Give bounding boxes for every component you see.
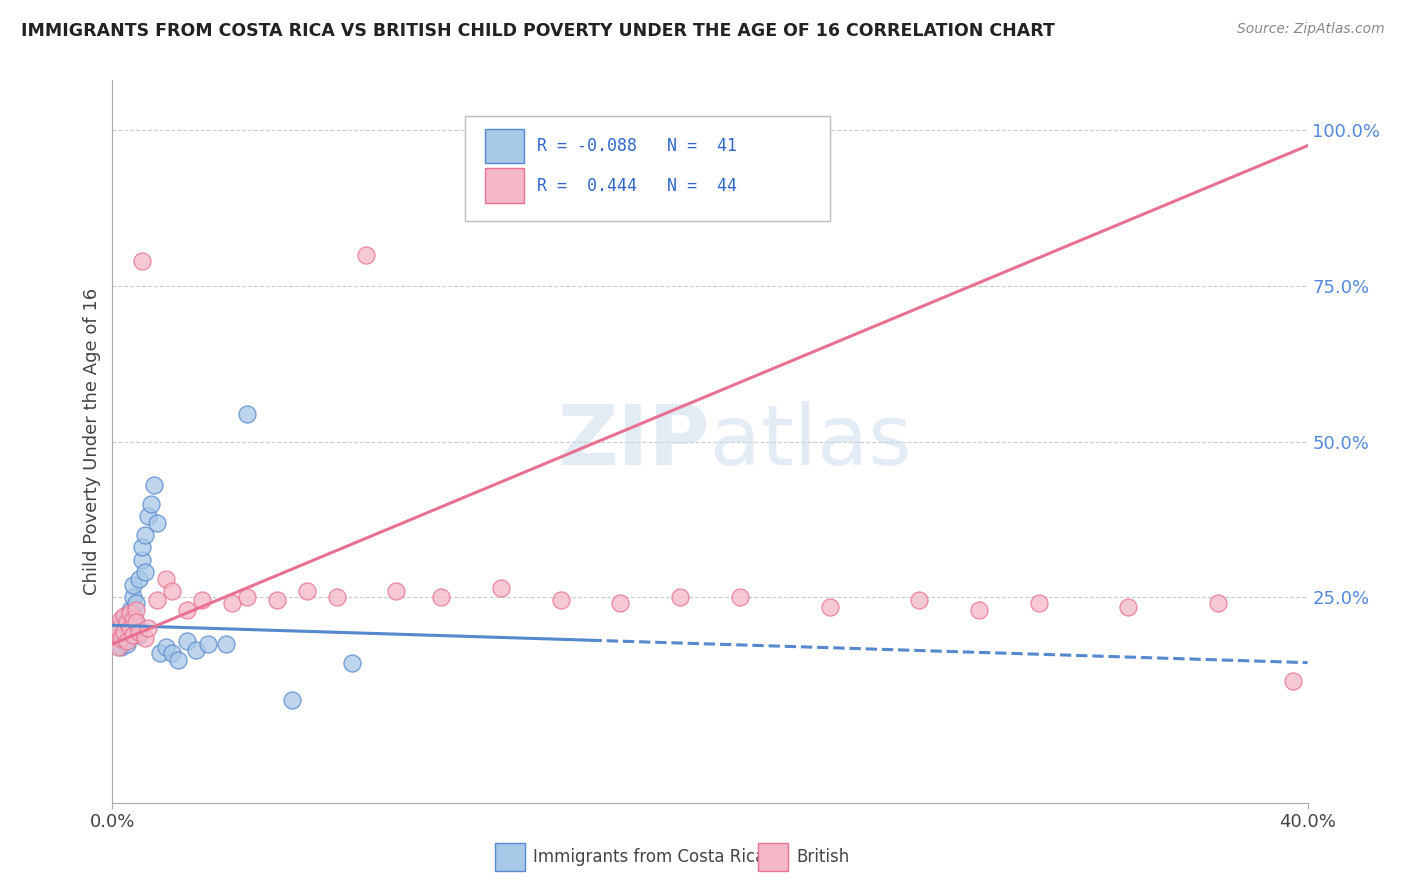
Point: [236, 591, 259, 605]
Point: [120, 621, 142, 635]
Point: [669, 591, 692, 605]
Point: [131, 253, 153, 268]
Point: [117, 637, 139, 651]
Point: [176, 603, 198, 617]
Text: atlas: atlas: [710, 401, 911, 482]
Point: [266, 593, 288, 607]
FancyBboxPatch shape: [465, 117, 830, 221]
Point: [107, 640, 129, 654]
Point: [134, 566, 156, 580]
Point: [146, 516, 169, 530]
Point: [908, 593, 931, 607]
Point: [1028, 597, 1050, 611]
Point: [176, 633, 198, 648]
Point: [122, 606, 145, 620]
Point: [325, 591, 347, 605]
Text: British: British: [796, 848, 849, 866]
Point: [138, 621, 160, 635]
Point: [117, 633, 139, 648]
Point: [1281, 674, 1303, 689]
Point: [104, 631, 127, 645]
Point: [122, 627, 145, 641]
Point: [356, 248, 378, 262]
Point: [728, 591, 751, 605]
Point: [385, 584, 408, 599]
Point: [110, 612, 132, 626]
Text: IMMIGRANTS FROM COSTA RICA VS BRITISH CHILD POVERTY UNDER THE AGE OF 16 CORRELAT: IMMIGRANTS FROM COSTA RICA VS BRITISH CH…: [21, 22, 1054, 40]
Point: [550, 593, 572, 607]
Point: [107, 631, 129, 645]
Point: [117, 631, 139, 645]
Point: [131, 541, 153, 555]
Point: [236, 407, 259, 421]
Point: [609, 597, 631, 611]
Point: [489, 581, 512, 595]
Point: [134, 631, 156, 645]
Point: [114, 624, 135, 639]
Point: [125, 615, 148, 630]
Point: [221, 597, 243, 611]
Point: [155, 640, 177, 654]
Point: [215, 637, 238, 651]
Bar: [758, 843, 787, 871]
Point: [128, 572, 150, 586]
Point: [120, 612, 142, 626]
Point: [128, 624, 150, 639]
Point: [122, 612, 145, 626]
Point: [149, 646, 172, 660]
Point: [110, 631, 132, 645]
Point: [104, 624, 127, 639]
Y-axis label: Child Poverty Under the Age of 16: Child Poverty Under the Age of 16: [83, 288, 101, 595]
Text: Source: ZipAtlas.com: Source: ZipAtlas.com: [1237, 22, 1385, 37]
Point: [120, 621, 142, 635]
Point: [143, 478, 166, 492]
Point: [818, 599, 841, 614]
Point: [120, 603, 142, 617]
Point: [110, 640, 132, 654]
Point: [141, 497, 163, 511]
Point: [340, 656, 363, 670]
Point: [186, 643, 208, 657]
Point: [117, 615, 139, 630]
Point: [114, 624, 135, 639]
Point: [122, 591, 145, 605]
Text: Immigrants from Costa Rica: Immigrants from Costa Rica: [533, 848, 765, 866]
Point: [114, 615, 135, 630]
Point: [125, 615, 148, 630]
Text: R = -0.088   N =  41: R = -0.088 N = 41: [537, 137, 737, 155]
Text: R =  0.444   N =  44: R = 0.444 N = 44: [537, 177, 737, 194]
Point: [295, 584, 318, 599]
Point: [117, 609, 139, 624]
Point: [120, 606, 142, 620]
Point: [107, 637, 129, 651]
Point: [114, 633, 135, 648]
Point: [114, 609, 135, 624]
Point: [125, 603, 148, 617]
Point: [134, 528, 156, 542]
Point: [110, 627, 132, 641]
Point: [1206, 597, 1229, 611]
Point: [131, 553, 153, 567]
Point: [125, 597, 148, 611]
Bar: [485, 128, 523, 163]
Point: [430, 591, 453, 605]
Point: [128, 627, 150, 641]
Point: [122, 578, 145, 592]
Point: [167, 652, 190, 666]
Point: [138, 509, 160, 524]
Point: [162, 646, 183, 660]
Point: [191, 593, 214, 607]
Point: [281, 693, 304, 707]
Point: [107, 621, 129, 635]
Bar: [495, 843, 524, 871]
Text: ZIP: ZIP: [558, 401, 710, 482]
Point: [967, 603, 990, 617]
Point: [162, 584, 183, 599]
Point: [146, 593, 169, 607]
Point: [1118, 599, 1140, 614]
Point: [197, 637, 219, 651]
Point: [155, 572, 177, 586]
Bar: [485, 169, 523, 203]
Point: [110, 621, 132, 635]
